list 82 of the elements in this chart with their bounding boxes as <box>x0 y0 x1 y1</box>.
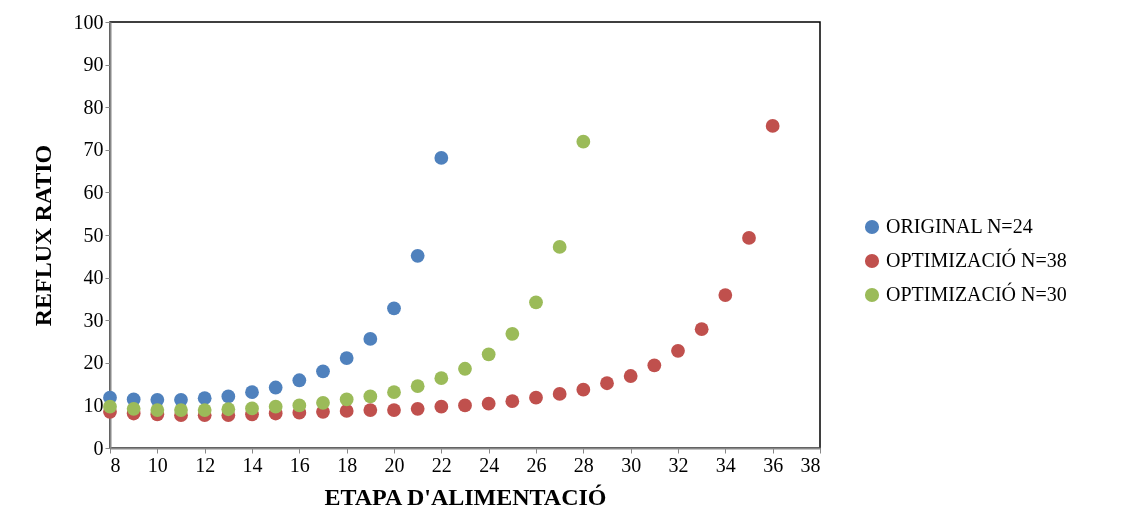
point <box>434 399 449 414</box>
point <box>458 398 472 413</box>
y-tick-label: 90 <box>83 53 104 76</box>
point <box>197 391 212 406</box>
y-axis-title: REFLUX RATIO <box>29 144 56 327</box>
y-tick-label: 70 <box>83 138 104 161</box>
point <box>363 332 378 346</box>
x-tick-label: 36 <box>763 453 784 476</box>
y-tick-label: 0 <box>93 436 104 459</box>
point <box>174 403 188 417</box>
legend-label: ORIGINAL N=24 <box>886 215 1033 237</box>
x-tick-label: 12 <box>195 453 216 476</box>
point <box>481 396 496 411</box>
point <box>529 390 543 405</box>
point <box>529 295 543 310</box>
x-tick-label: 10 <box>147 453 168 476</box>
point <box>505 394 520 409</box>
point <box>221 402 236 417</box>
x-tick-label: 34 <box>715 453 736 476</box>
point <box>576 382 591 397</box>
y-tick-label: 100 <box>73 10 104 33</box>
point <box>410 401 425 416</box>
point <box>363 389 378 404</box>
point <box>718 288 733 302</box>
point <box>197 403 212 417</box>
y-tick-label: 20 <box>83 351 104 374</box>
point <box>292 398 307 413</box>
point <box>434 371 449 386</box>
point <box>268 380 283 395</box>
point <box>552 240 567 254</box>
point <box>576 134 591 149</box>
x-tick-label: 18 <box>337 453 358 476</box>
point <box>316 364 330 379</box>
y-tick-label: 10 <box>83 393 104 416</box>
point <box>694 322 709 337</box>
x-tick-label: 20 <box>384 453 405 476</box>
point <box>742 231 756 245</box>
point <box>647 358 662 373</box>
point <box>126 401 141 416</box>
point <box>363 403 378 417</box>
point <box>505 326 520 341</box>
point <box>481 347 496 362</box>
x-tick-label: 26 <box>526 453 547 476</box>
point <box>245 385 259 400</box>
point <box>268 399 283 414</box>
y-tick-label: 80 <box>83 95 104 118</box>
x-axis-title: ETAPA D'ALIMENTACIÓ <box>324 483 607 510</box>
point <box>552 387 567 401</box>
x-tick-label: 38 <box>800 453 821 476</box>
point <box>150 403 165 417</box>
point <box>410 379 425 394</box>
point <box>765 119 780 133</box>
point <box>103 399 117 414</box>
point <box>410 249 425 263</box>
point <box>434 151 449 165</box>
point <box>292 373 307 388</box>
point <box>339 351 354 365</box>
legend-label: OPTIMIZACIÓ N=30 <box>886 282 1067 305</box>
point <box>221 389 236 404</box>
x-tick-label: 22 <box>431 453 452 476</box>
x-tick-label: 30 <box>621 453 642 476</box>
point <box>600 376 614 391</box>
point <box>458 361 472 376</box>
y-tick-label: 60 <box>83 180 104 203</box>
x-tick-label: 28 <box>573 453 594 476</box>
x-tick-label: 8 <box>110 453 121 476</box>
y-tick-label: 50 <box>83 223 104 246</box>
x-tick-label: 14 <box>242 453 263 476</box>
point <box>339 392 354 407</box>
point <box>387 301 401 316</box>
point <box>671 343 685 358</box>
x-tick-label: 32 <box>668 453 689 476</box>
legend-label: OPTIMIZACIÓ N=38 <box>886 248 1067 271</box>
point <box>387 403 401 417</box>
y-tick-label: 40 <box>83 266 104 289</box>
point <box>387 385 401 400</box>
point <box>316 395 330 410</box>
point <box>623 369 638 383</box>
x-tick-label: 24 <box>479 453 500 476</box>
x-tick-label: 16 <box>289 453 310 476</box>
point <box>245 401 259 416</box>
y-tick-label: 30 <box>83 308 104 331</box>
